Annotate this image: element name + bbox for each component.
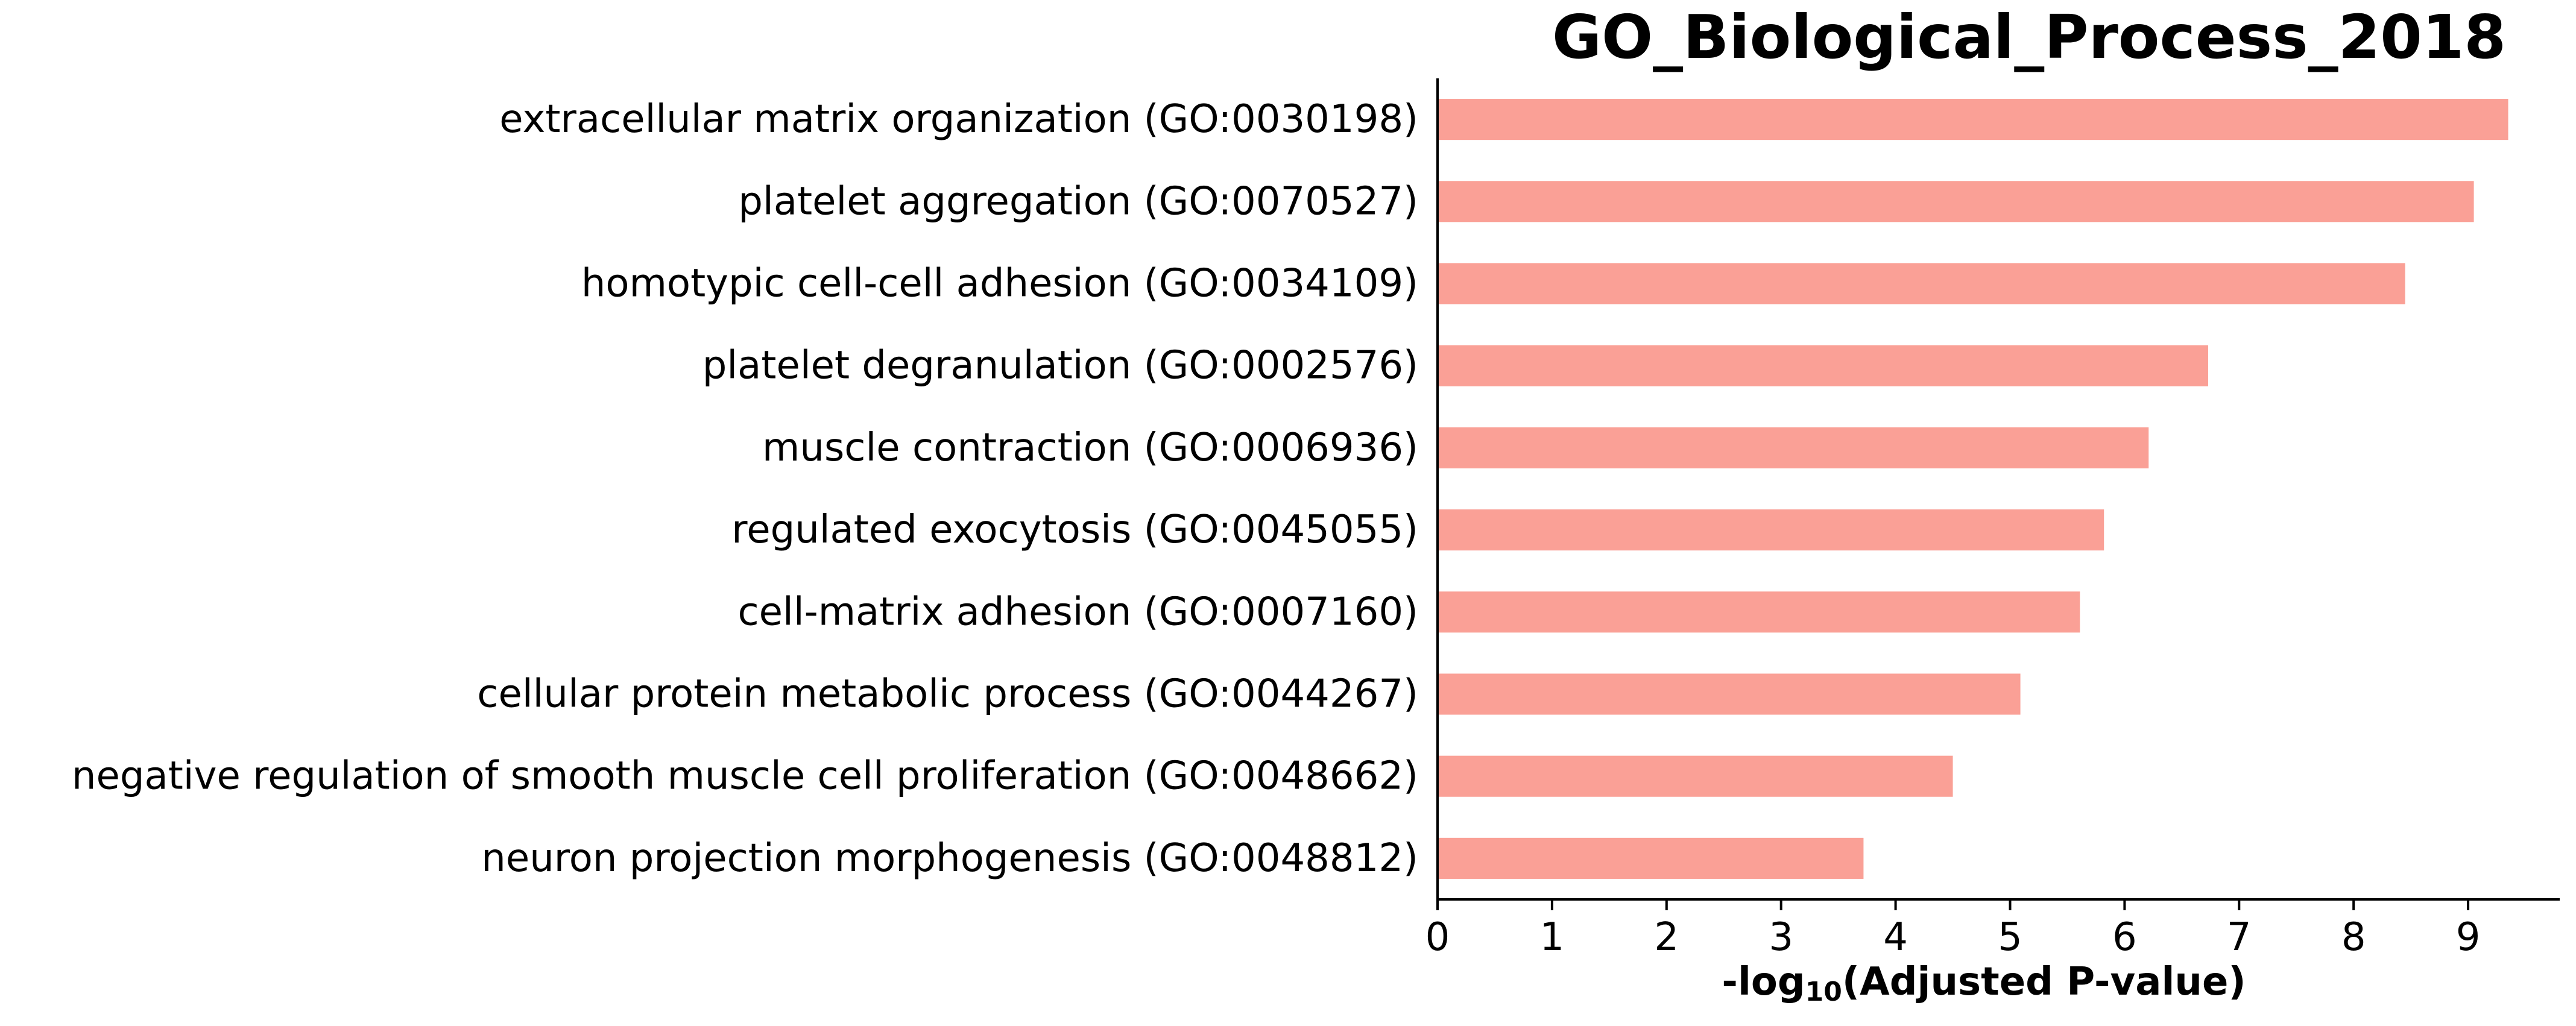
x-tick-label-2: 2	[1654, 915, 1679, 960]
bar-10	[1438, 837, 1864, 879]
category-label-9: negative regulation of smooth muscle cel…	[72, 754, 1418, 799]
x-axis-label-subscript: 10	[1805, 977, 1842, 1007]
bar-7	[1438, 591, 2080, 633]
bars-layer	[1438, 99, 2508, 879]
category-label-6: regulated exocytosis (GO:0045055)	[731, 508, 1418, 552]
category-label-5: muscle contraction (GO:0006936)	[762, 426, 1418, 470]
bar-2	[1438, 181, 2474, 222]
category-label-4: platelet degranulation (GO:0002576)	[702, 344, 1418, 388]
category-label-3: homotypic cell-cell adhesion (GO:0034109…	[581, 262, 1418, 306]
x-axis-label-suffix: (Adjusted P-value)	[1842, 960, 2246, 1004]
x-tick-label-4: 4	[1883, 915, 1908, 960]
bar-4	[1438, 345, 2209, 386]
x-axis-label: -log10(Adjusted P-value)	[1722, 960, 2246, 1007]
x-tick-label-8: 8	[2341, 915, 2366, 960]
x-axis-label-prefix: -log	[1722, 960, 1805, 1004]
category-label-1: extracellular matrix organization (GO:00…	[499, 97, 1418, 142]
x-tick-label-9: 9	[2456, 915, 2481, 960]
bar-1	[1438, 99, 2508, 140]
x-tick-label-3: 3	[1769, 915, 1793, 960]
bar-9	[1438, 755, 1953, 797]
category-labels: extracellular matrix organization (GO:00…	[72, 97, 1418, 881]
bar-6	[1438, 509, 2104, 551]
bar-3	[1438, 263, 2405, 304]
x-tick-label-6: 6	[2112, 915, 2137, 960]
category-label-10: neuron projection morphogenesis (GO:0048…	[481, 836, 1418, 881]
category-label-8: cellular protein metabolic process (GO:0…	[477, 672, 1418, 717]
x-axis-ticks: 0 1 2 3 4 5 6 7 8 9	[1425, 899, 2481, 960]
x-tick-label-1: 1	[1540, 915, 1565, 960]
x-tick-label-7: 7	[2227, 915, 2252, 960]
x-tick-label-5: 5	[1998, 915, 2022, 960]
chart-title: GO_Biological_Process_2018	[1552, 2, 2506, 72]
category-label-7: cell-matrix adhesion (GO:0007160)	[737, 590, 1418, 634]
bar-5	[1438, 427, 2149, 468]
category-label-2: platelet aggregation (GO:0070527)	[738, 179, 1418, 224]
x-tick-label-0: 0	[1425, 915, 1450, 960]
bar-8	[1438, 673, 2021, 715]
